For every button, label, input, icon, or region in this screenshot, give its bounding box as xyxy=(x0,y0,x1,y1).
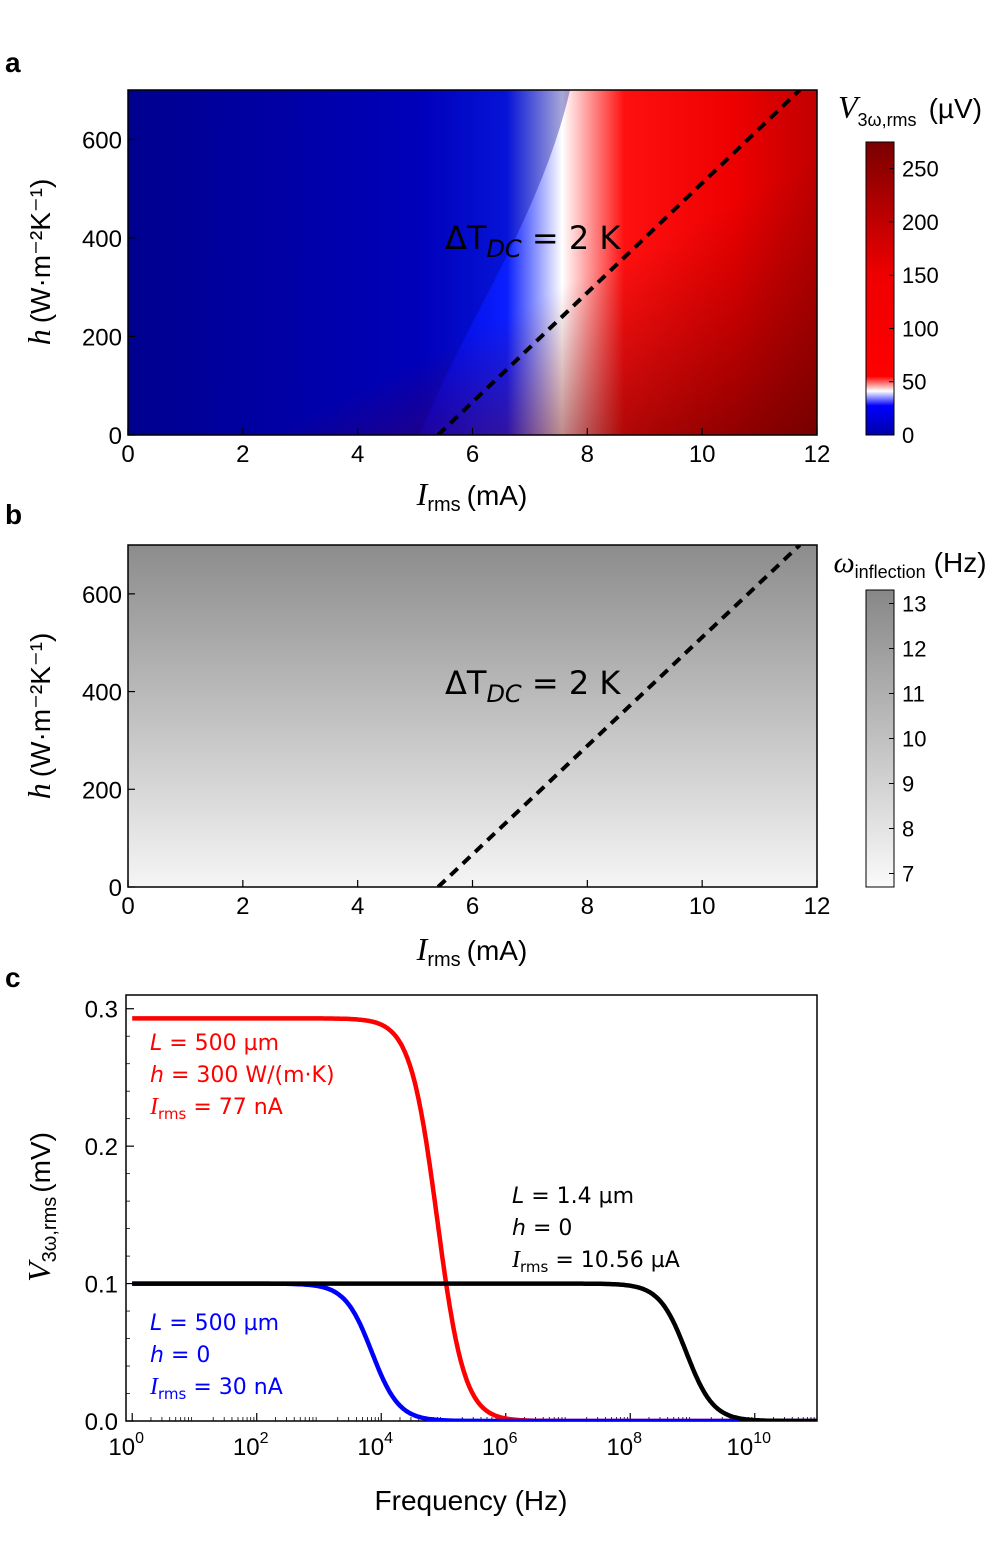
colorbar-tick-label: 0 xyxy=(902,423,914,448)
x-tick-label: 8 xyxy=(581,441,594,468)
colorbar-tick-label: 10 xyxy=(902,727,926,752)
y-tick-label: 0.1 xyxy=(85,1272,118,1299)
y-tick-label: 0.0 xyxy=(85,1409,118,1436)
x-tick-label: 6 xyxy=(466,893,479,920)
colorbar-tick-label: 7 xyxy=(902,862,914,887)
x-tick-label: 8 xyxy=(581,893,594,920)
axis-b-ticks: 0 2 4 6 8 10 12 0 200 400 600 xyxy=(82,582,830,920)
x-tick-label: 10 xyxy=(689,893,716,920)
colorbar-tick-label: 100 xyxy=(902,316,939,341)
y-tick-label: 200 xyxy=(82,777,122,804)
annotation-red-h: h = 300 W/(m·K) xyxy=(150,1063,335,1088)
annotation-blue-l: L = 500 µm xyxy=(150,1311,279,1336)
ylabel-c: V3ω,rms(mV) xyxy=(21,1132,61,1282)
y-tick-label: 0 xyxy=(109,423,122,450)
x-tick-label: 102 xyxy=(233,1430,269,1461)
y-tick-label: 400 xyxy=(82,226,122,253)
annotation-black-l: L = 1.4 µm xyxy=(512,1184,634,1209)
x-tick-label: 12 xyxy=(804,893,831,920)
y-tick-label: 0.3 xyxy=(85,997,118,1024)
contour-b-line xyxy=(436,545,802,887)
y-tick-label: 0.2 xyxy=(85,1134,118,1161)
colorbar-tick-label: 12 xyxy=(902,637,926,662)
x-tick-label: 2 xyxy=(236,893,249,920)
panel-letter-a: a xyxy=(5,47,21,78)
ylabel-b: h(W·m⁻²K⁻¹) xyxy=(21,633,57,800)
y-tick-label: 200 xyxy=(82,324,122,351)
x-tick-label: 0 xyxy=(121,441,134,468)
series-c-group xyxy=(132,1016,817,1421)
annotation-red-i: Irms = 77 nA xyxy=(149,1094,283,1123)
contour-b-label: ΔTDC = 2 K xyxy=(445,664,621,708)
x-tick-label: 4 xyxy=(351,441,364,468)
x-tick-label: 2 xyxy=(236,441,249,468)
x-tick-label: 6 xyxy=(466,441,479,468)
annotation-black-h: h = 0 xyxy=(512,1216,572,1241)
x-tick-label: 104 xyxy=(357,1430,393,1461)
x-tick-label: 12 xyxy=(804,441,831,468)
annotation-blue-h: h = 0 xyxy=(150,1343,210,1368)
panel-letter-c: c xyxy=(5,962,21,993)
panel-c-line-chart: 100 102 104 106 108 1010 0.0 0.1 0.2 0.3 L = 500 … xyxy=(21,994,818,1516)
xlabel-b: Irms (mA) xyxy=(416,931,528,971)
heatmap-b-field xyxy=(128,545,817,887)
y-tick-label: 600 xyxy=(82,582,122,609)
x-tick-label: 10 xyxy=(689,441,716,468)
annotation-red-l: L = 500 µm xyxy=(150,1031,279,1056)
colorbar-b-label: ωinflection (Hz) xyxy=(833,546,986,582)
contour-a-line xyxy=(436,90,802,435)
x-tick-label: 4 xyxy=(351,893,364,920)
x-tick-label: 0 xyxy=(121,893,134,920)
heatmap-a-dark-corner xyxy=(128,90,817,435)
colorbar-tick-label: 250 xyxy=(902,157,939,182)
colorbar-tick-label: 150 xyxy=(902,263,939,288)
colorbar-tick-label: 50 xyxy=(902,370,926,395)
colorbar-tick-label: 9 xyxy=(902,772,914,797)
x-tick-label: 108 xyxy=(606,1430,642,1461)
axis-a-ticks: 0 2 4 6 8 10 12 0 200 400 600 xyxy=(82,127,830,468)
colorbar-a-label: V3ω,rms (µV) xyxy=(838,89,982,130)
annotation-blue-i: Irms = 30 nA xyxy=(149,1374,283,1403)
series-red-line xyxy=(132,1016,817,1421)
y-tick-label: 400 xyxy=(82,680,122,707)
plot-c-frame xyxy=(125,994,818,1422)
x-tick-label: 100 xyxy=(108,1430,144,1461)
annotation-black-i: Irms = 10.56 µA xyxy=(511,1247,680,1276)
colorbar-a-ticks: 0 50 100 150 200 250 xyxy=(889,157,939,448)
colorbar-tick-label: 200 xyxy=(902,210,939,235)
colorbar-b-ticks: 7 8 9 10 11 12 13 xyxy=(889,592,926,887)
panel-letter-b: b xyxy=(5,499,22,530)
y-tick-label: 0 xyxy=(109,875,122,902)
x-tick-label: 1010 xyxy=(726,1430,771,1461)
xlabel-c: Frequency (Hz) xyxy=(375,1485,568,1516)
colorbar-tick-label: 11 xyxy=(902,682,925,707)
y-tick-label: 600 xyxy=(82,127,122,154)
colorbar-tick-label: 8 xyxy=(902,817,914,842)
colorbar-tick-label: 13 xyxy=(902,592,926,617)
colorbar-a xyxy=(865,141,895,436)
xlabel-a: Irms (mA) xyxy=(416,476,528,516)
series-black-line xyxy=(132,1281,817,1421)
ylabel-a: h(W·m⁻²K⁻¹) xyxy=(21,179,57,346)
x-tick-label: 106 xyxy=(482,1430,518,1461)
contour-a-label: ΔTDC = 2 K xyxy=(445,219,621,263)
